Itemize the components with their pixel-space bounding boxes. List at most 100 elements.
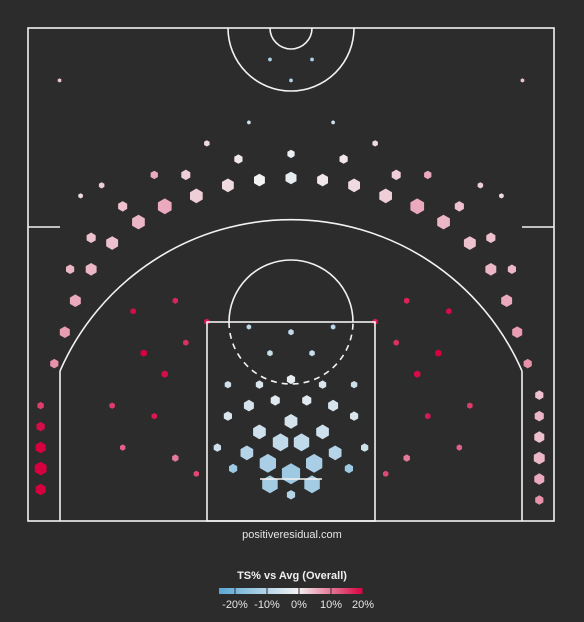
hex-bin xyxy=(316,424,329,440)
paint-lane xyxy=(206,321,376,522)
hex-bin xyxy=(520,78,525,83)
hex-bin xyxy=(255,380,264,389)
hex-bin xyxy=(467,402,473,409)
hex-bin xyxy=(161,370,168,378)
hex-bin xyxy=(302,395,312,406)
hex-bin xyxy=(372,140,378,147)
hex-bin xyxy=(350,381,358,389)
hex-bin xyxy=(246,324,252,330)
legend-gradient xyxy=(219,588,363,594)
hex-bin xyxy=(213,443,221,452)
legend-tick-label: -10% xyxy=(254,599,280,611)
hex-bin xyxy=(512,326,523,338)
hex-bin xyxy=(350,411,359,421)
hex-bin xyxy=(183,339,189,346)
hex-bin xyxy=(193,470,199,477)
hex-bin xyxy=(304,475,320,494)
hex-bin xyxy=(456,444,462,451)
hex-bin xyxy=(224,381,232,389)
hex-bin xyxy=(181,169,191,181)
hex-bin xyxy=(379,188,392,204)
hex-bin xyxy=(344,463,353,474)
legend-tick-label: -20% xyxy=(222,599,248,611)
hex-bin xyxy=(157,198,172,215)
hex-bin xyxy=(523,358,532,369)
legend-colorbar xyxy=(219,588,364,594)
hex-bin xyxy=(85,263,97,276)
hex-bin xyxy=(339,154,348,164)
hex-bin xyxy=(34,461,47,476)
hex-bin xyxy=(361,443,369,452)
hex-bin xyxy=(437,214,450,230)
hex-bin xyxy=(501,294,513,307)
hex-bin xyxy=(348,178,360,193)
hex-bin xyxy=(534,431,545,443)
hex-bin xyxy=(463,236,476,250)
hex-bin xyxy=(499,193,504,199)
hex-bin xyxy=(289,78,293,83)
hex-bin xyxy=(270,395,280,406)
hex-bin xyxy=(109,402,115,409)
hex-bin xyxy=(132,214,145,230)
hex-bin xyxy=(50,358,59,369)
hex-bin xyxy=(281,463,301,485)
center-circle-inner xyxy=(269,27,313,50)
hex-bin xyxy=(507,264,516,274)
hex-bin xyxy=(424,170,432,180)
hex-bin xyxy=(36,421,45,432)
hex-bin xyxy=(106,236,119,250)
hex-bin xyxy=(425,413,431,420)
hex-bin xyxy=(328,399,339,412)
hex-bin xyxy=(254,173,265,187)
hex-bin xyxy=(66,264,75,274)
hex-bin xyxy=(403,454,410,462)
center-circle-outer xyxy=(227,27,355,92)
hex-bin xyxy=(477,182,484,189)
hex-bin xyxy=(454,201,464,212)
hex-bin xyxy=(288,329,294,336)
hex-bin xyxy=(247,120,251,125)
hex-bin xyxy=(37,401,44,410)
hex-bin xyxy=(486,232,496,243)
hex-bin xyxy=(253,424,266,440)
hex-bin xyxy=(267,350,273,357)
hex-bin xyxy=(391,169,401,181)
hex-bin xyxy=(172,454,179,462)
free-throw-circle-top xyxy=(228,259,354,322)
hex-bin xyxy=(286,490,296,500)
hex-bin xyxy=(285,171,297,185)
hex-bin xyxy=(533,451,545,465)
court-lines xyxy=(27,27,555,522)
hex-bin xyxy=(151,413,157,420)
hex-bin xyxy=(78,193,83,199)
hex-bin xyxy=(435,349,442,357)
hex-bin xyxy=(383,470,389,477)
free-throw-circle-bottom xyxy=(228,321,354,385)
hex-bin xyxy=(190,188,203,204)
hex-bin xyxy=(240,445,254,461)
hex-bin xyxy=(259,453,276,473)
court-boundary xyxy=(27,27,555,522)
hex-bin xyxy=(172,297,178,304)
hex-bin xyxy=(393,339,399,346)
legend-tick-marks xyxy=(234,588,364,594)
hex-bin xyxy=(446,308,452,315)
hex-bin xyxy=(120,444,126,451)
hex-bin xyxy=(86,232,96,243)
hex-bin xyxy=(287,149,295,159)
hex-bin xyxy=(414,370,421,378)
hex-bin xyxy=(306,453,323,473)
hex-bin xyxy=(310,57,314,62)
credit-text: positiveresidual.com xyxy=(242,529,342,541)
hex-bin xyxy=(204,140,210,147)
hex-bin xyxy=(222,178,234,193)
hex-bin xyxy=(535,495,544,505)
hex-bin xyxy=(268,57,272,62)
hex-bin xyxy=(309,350,315,357)
hex-bin xyxy=(284,414,298,429)
hex-bin xyxy=(57,78,62,83)
hex-bin xyxy=(485,263,497,276)
hex-bin xyxy=(286,374,296,385)
hex-bin xyxy=(130,308,136,315)
hex-bin xyxy=(318,380,327,389)
